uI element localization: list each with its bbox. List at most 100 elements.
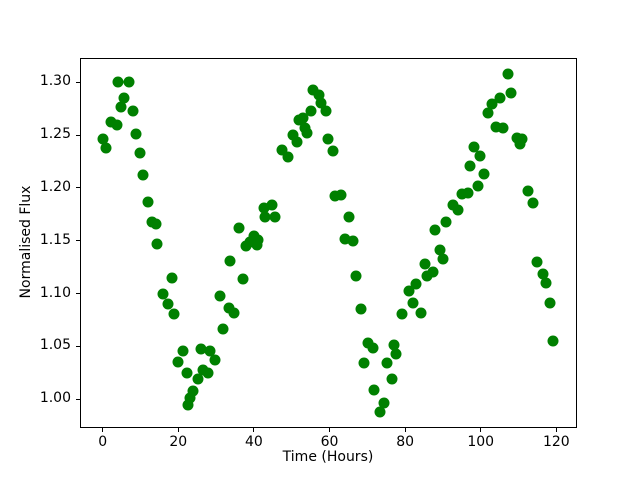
data-point (315, 97, 327, 109)
data-point (233, 222, 245, 234)
data-point (166, 272, 178, 284)
data-point (100, 142, 112, 154)
data-point (97, 133, 109, 145)
data-point (142, 196, 154, 208)
y-tick-label: 1.10 (39, 284, 71, 301)
data-point (347, 235, 359, 247)
data-point (381, 357, 393, 369)
data-point (192, 373, 204, 385)
y-tick-label: 1.00 (39, 390, 71, 407)
data-point (217, 323, 229, 335)
data-point (350, 270, 362, 282)
data-point (184, 392, 196, 404)
x-tick-mark (253, 428, 255, 432)
data-point (343, 211, 355, 223)
data-point (362, 337, 374, 349)
data-point (386, 373, 397, 385)
x-tick-label: 60 (320, 434, 339, 450)
data-point (297, 112, 309, 124)
x-tick-label: 20 (169, 434, 188, 450)
data-point (214, 290, 226, 302)
x-tick-label: 100 (467, 434, 495, 450)
data-point (437, 253, 449, 265)
data-point (478, 168, 490, 180)
data-point (115, 101, 127, 113)
data-point (276, 144, 288, 156)
data-point (150, 218, 162, 230)
data-point (151, 238, 163, 250)
data-point (516, 133, 528, 145)
data-point (313, 89, 325, 101)
data-point (339, 233, 351, 245)
data-point (368, 384, 380, 396)
x-tick-mark (102, 428, 104, 432)
data-point (427, 266, 439, 278)
data-point (497, 122, 509, 134)
data-point (544, 297, 556, 309)
data-point (320, 105, 332, 117)
data-point (505, 87, 517, 99)
y-tick-label: 1.05 (39, 337, 71, 354)
data-point (410, 278, 422, 290)
y-tick-mark (76, 240, 80, 242)
data-point (490, 121, 502, 133)
data-point (301, 127, 313, 139)
x-tick-mark (177, 428, 179, 432)
data-point (527, 197, 539, 209)
data-point (177, 345, 189, 357)
data-point (322, 133, 334, 145)
data-point (482, 107, 494, 119)
y-tick-mark (76, 134, 80, 136)
data-point (224, 255, 236, 267)
data-point (329, 190, 341, 202)
data-point (367, 342, 379, 354)
data-point (429, 224, 441, 236)
data-point (118, 92, 130, 104)
data-point (378, 397, 390, 409)
data-point (269, 211, 281, 223)
x-tick-label: 80 (396, 434, 415, 450)
data-point (209, 354, 221, 366)
y-tick-mark (76, 345, 80, 347)
data-point (182, 399, 194, 411)
data-point (440, 216, 452, 228)
data-point (421, 270, 433, 282)
data-point (252, 234, 264, 246)
data-point (415, 307, 427, 319)
data-point (464, 160, 476, 172)
data-point (452, 204, 464, 216)
data-point (540, 277, 552, 289)
data-point (105, 116, 117, 128)
data-point (111, 119, 123, 131)
data-point (202, 367, 214, 379)
data-point (358, 357, 370, 369)
x-tick-mark (480, 428, 482, 432)
y-tick-label: 1.30 (39, 73, 71, 90)
data-point (127, 105, 139, 117)
data-point (112, 76, 124, 88)
data-point (172, 356, 184, 368)
data-point (547, 335, 559, 347)
data-point (134, 147, 146, 159)
data-point (237, 273, 249, 285)
data-point (390, 348, 402, 360)
data-point (447, 199, 459, 211)
data-point (157, 288, 169, 299)
y-tick-mark (76, 187, 80, 189)
data-point (266, 199, 278, 211)
data-point (407, 297, 419, 309)
data-point (168, 308, 180, 320)
data-point (305, 105, 317, 117)
data-point (181, 367, 193, 379)
data-point (434, 244, 446, 256)
data-point (537, 268, 549, 280)
x-tick-mark (329, 428, 330, 432)
data-point (531, 256, 543, 268)
data-point (259, 211, 271, 223)
y-tick-label: 1.25 (39, 126, 71, 143)
data-point (335, 189, 347, 201)
x-tick-label: 0 (98, 434, 108, 450)
data-point (403, 285, 415, 297)
data-point (494, 92, 506, 104)
data-point (282, 151, 294, 163)
